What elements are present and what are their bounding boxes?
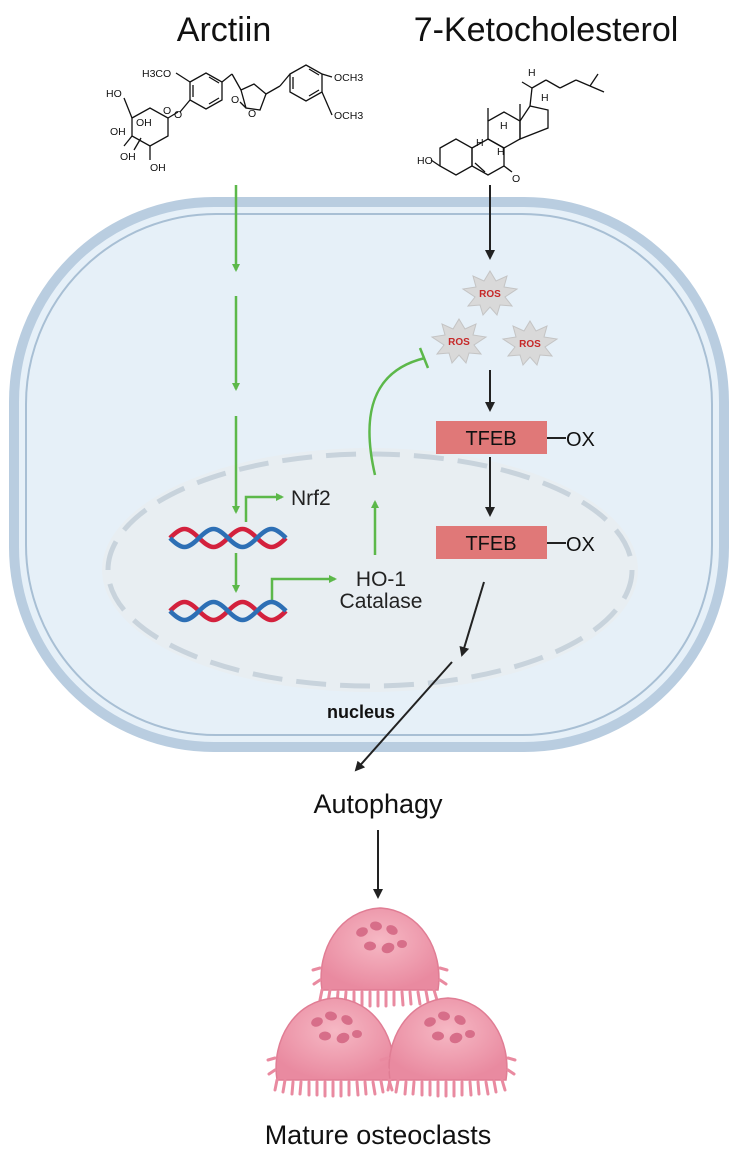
arctiin-lactone-o-label: O: [248, 108, 256, 120]
ketocholesterol-atom-labels: HO O H H H H H: [417, 67, 549, 185]
tfeb-box: [436, 526, 547, 559]
arctiin-ring-o-label: O: [163, 105, 171, 117]
arctiin-ho-label: HO: [106, 88, 122, 100]
arctiin-structure: [123, 64, 333, 160]
keto-h-label-1: H: [528, 67, 536, 79]
tfeb-label: TFEB: [465, 428, 516, 450]
cell-membrane-inner: [25, 213, 713, 736]
black-arrow-4: [459, 581, 485, 657]
keto-h-label-3: H: [500, 120, 508, 132]
arctiin-title: Arctiin: [177, 11, 271, 49]
arctiin-och3-bottom-label: OCH3: [334, 110, 363, 122]
osteoclast-left: [266, 996, 404, 1098]
arctiin-carbonyl-o-label: O: [231, 94, 239, 106]
arctiin-oh-label-2: OH: [110, 126, 126, 138]
autophagy-arrow: [354, 661, 453, 772]
ros-label: ROS: [519, 339, 541, 350]
keto-h-label-5: H: [497, 146, 505, 158]
ketocholesterol-structure: [430, 73, 605, 176]
ox-label: OX: [566, 429, 595, 451]
catalase-label: Catalase: [340, 590, 423, 613]
nrf2-label: Nrf2: [291, 487, 331, 510]
ros-label: ROS: [479, 289, 501, 300]
nrf2-transcription-arrow: [244, 493, 284, 522]
arctiin-link-o-label: O: [174, 109, 182, 121]
keto-h-label-4: H: [476, 137, 484, 149]
arctiin-och3-top-label: OCH3: [334, 72, 363, 84]
inhibition-curve: [368, 356, 426, 476]
autophagy-label: Autophagy: [313, 789, 443, 819]
inhibition-bar: [418, 347, 430, 369]
arctiin-atom-labels: H3CO OCH3 OCH3 HO OH OH OH OH O O O O: [106, 68, 363, 174]
ho1-label: HO-1: [356, 568, 406, 591]
arctiin-oh-label-1: OH: [136, 117, 152, 129]
arctiin-pathway-arrows: [232, 185, 430, 604]
tfeb-box: [436, 421, 547, 454]
ros-star-1: ROS: [462, 270, 518, 316]
osteoclast-right: [379, 996, 517, 1098]
ox-label: OX: [566, 534, 595, 556]
osteoclasts-label: Mature osteoclasts: [265, 1120, 492, 1150]
ho1-transcription-arrow: [270, 575, 337, 604]
tfeb-label: TFEB: [465, 533, 516, 555]
ros-star-3: ROS: [502, 320, 558, 366]
osteoclast-top: [311, 906, 449, 1008]
nuclear-envelope: [105, 451, 635, 689]
ros-label: ROS: [448, 337, 470, 348]
tfeb-box-nucleus: TFEB OX: [436, 526, 595, 559]
ros-star-2: ROS: [431, 318, 487, 364]
arctiin-oh-label-3: OH: [120, 151, 136, 163]
keto-o-label: O: [512, 173, 520, 185]
keto-h-label-2: H: [541, 92, 549, 104]
nucleus-label: nucleus: [327, 702, 395, 722]
keto-ho-label: HO: [417, 155, 433, 167]
ketocholesterol-pathway-arrows: [354, 185, 495, 899]
ketocholesterol-title: 7-Ketocholesterol: [414, 11, 679, 49]
arctiin-oh-label-4: OH: [150, 162, 166, 174]
arctiin-h3co-label: H3CO: [142, 68, 171, 80]
tfeb-box-cytoplasm: TFEB OX: [436, 421, 595, 454]
